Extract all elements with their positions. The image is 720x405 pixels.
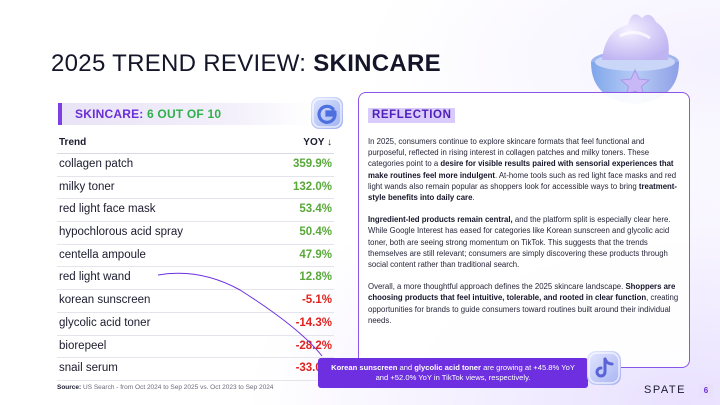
trend-yoy-value: -28.2% [295,339,332,352]
brand-logo: SPATE [644,384,686,396]
source-label: Source: [57,384,82,391]
score-pill: SKINCARE: 6 OUT OF 10 [58,103,312,125]
score-text: SKINCARE: 6 OUT OF 10 [75,107,221,121]
body-text: are growing at +45.8% YoY and +52.0% YoY… [375,363,575,382]
emphasis-text: Shoppers are choosing products that feel… [368,282,676,303]
reflection-paragraph-3: Overall, a more thoughtful approach defi… [368,281,684,326]
source-text: US Search - from Oct 2024 to Sep 2025 vs… [81,384,274,391]
body-text: . [472,193,475,203]
emphasis-text: treatment-style benefits into daily care [368,181,677,203]
column-header-yoy[interactable]: YOY ↓ [303,137,332,148]
reflection-paragraph-2: Ingredient-led products remain central, … [368,214,684,270]
trend-table: Trend YOY ↓ collagen patch 359.9% milky to… [57,128,334,381]
table-row: collagen patch 359.9% [57,154,334,177]
google-icon [311,97,343,129]
emphasis-text: Korean sunscreen [331,363,398,372]
body-text: and the platform split is especially cle… [368,215,671,270]
table-row: korean sunscreen -5.1% [57,290,334,313]
tiktok-icon [587,351,621,385]
emphasis-text: desire for visible results paired with s… [368,159,674,180]
trend-yoy-value: -5.1% [301,294,332,307]
reflection-label: REFLECTION [368,108,456,123]
table-row: hypochlorous acid spray 50.4% [57,222,334,245]
body-text: . At-home tools such as red light face m… [368,170,677,191]
table-row: biorepeel -28.2% [57,336,334,359]
trend-name: red light wand [59,271,131,284]
trend-yoy-value: 12.8% [299,271,332,284]
trend-name: korean sunscreen [59,294,151,307]
trend-yoy-value: 359.9% [292,158,332,170]
trend-name: glycolic acid toner [59,316,151,329]
page-number: 6 [699,384,713,398]
trend-name: collagen patch [59,158,134,170]
column-header-trend: Trend [59,137,87,148]
reflection-body: In 2025, consumers continue to explore s… [368,136,684,337]
score-category: SKINCARE: [75,107,144,121]
emphasis-text: Ingredient-led products remain central, [368,215,513,225]
trend-name: red light face mask [59,203,156,216]
page-title: 2025 TREND REVIEW: SKINCARE [51,50,441,78]
table-row: red light wand 12.8% [57,267,334,291]
emphasis-text: glycolic acid toner [414,363,481,372]
table-row: centella ampoule 47.9% [57,245,334,268]
body-text: and [397,363,415,372]
trend-name: milky toner [59,180,115,193]
title-emphasis: SKINCARE [313,50,441,77]
title-prefix: 2025 TREND REVIEW: [51,50,314,77]
trend-yoy-value: -14.3% [295,316,332,329]
table-row: snail serum -33.0% [57,358,334,381]
trend-name: biorepeel [59,339,107,352]
pill-accent-bar [58,103,62,125]
trend-yoy-value: 50.4% [299,226,332,239]
score-value: 6 OUT OF 10 [147,107,222,121]
trend-yoy-value: 47.9% [299,248,332,261]
body-text: Overall, a more thoughtful approach defi… [368,282,626,292]
table-row: glycolic acid toner -14.3% [57,313,334,336]
trend-yoy-value: 132.0% [292,180,332,193]
table-row: milky toner 132.0% [57,177,334,200]
trend-name: hypochlorous acid spray [59,226,184,239]
trend-yoy-value: 53.4% [299,203,332,216]
trend-name: snail serum [59,362,118,375]
body-text: In 2025, consumers continue to explore s… [368,137,650,169]
reflection-paragraph-1: In 2025, consumers continue to explore s… [368,136,684,203]
table-row: red light face mask 53.4% [57,199,334,223]
body-text: , creating opportunities for brands to g… [368,293,679,325]
source-note: Source: US Search - from Oct 2024 to Sep… [57,384,273,391]
tiktok-callout: Korean sunscreen and glycolic acid toner… [318,358,588,388]
trend-name: centella ampoule [59,248,146,261]
table-header: Trend YOY ↓ [57,128,334,154]
table-body: collagen patch 359.9% milky toner 132.0% red… [57,154,334,381]
